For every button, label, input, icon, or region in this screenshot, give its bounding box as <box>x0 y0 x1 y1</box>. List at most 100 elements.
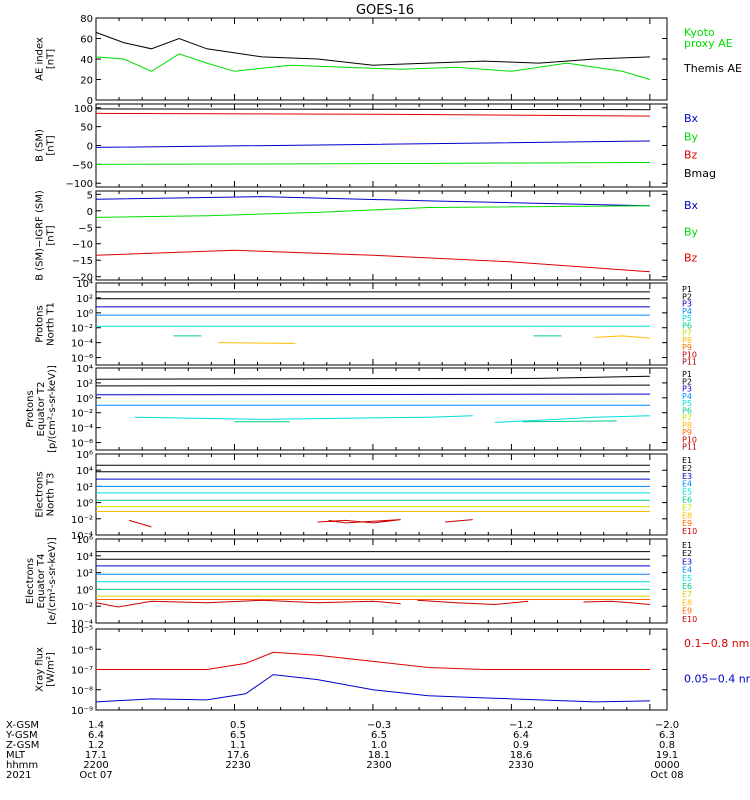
chart-title: GOES-16 <box>356 3 414 18</box>
series-line-p5 <box>134 415 473 420</box>
legend-entry: P4 <box>682 392 692 401</box>
y-tick-label: 10⁰ <box>76 394 93 405</box>
legend-entry: E10 <box>682 615 697 624</box>
y-axis-label: North T3 <box>46 473 57 517</box>
y-axis-label: Electrons <box>25 558 36 604</box>
y-tick-label: 10⁴ <box>76 364 93 375</box>
y-axis-label: AE index <box>35 37 46 81</box>
x-row-label: 2021 <box>6 770 31 781</box>
x-tick-value: −1.2 <box>509 720 533 731</box>
y-axis-label: [e/(cm²-s-sr-keV)] <box>47 537 58 625</box>
legend-entry: 0.05−0.4 nm <box>684 673 750 686</box>
x-row-label: X-GSM <box>6 720 39 731</box>
legend-entry: P1 <box>682 285 692 294</box>
y-tick-label: 10⁻² <box>71 602 93 613</box>
x-tick-value: 6.5 <box>230 730 246 741</box>
y-tick-label: 0 <box>87 96 93 107</box>
y-tick-label: 10⁴ <box>76 279 93 290</box>
series-line-0-1-0-8-nm <box>96 651 650 670</box>
legend-entry: Bx <box>684 199 699 212</box>
panel-frame <box>95 538 668 624</box>
legend-entry: E6 <box>682 582 692 591</box>
series-line-bz <box>95 249 651 273</box>
legend-entry: P1 <box>682 370 692 379</box>
x-tick-value: 6.4 <box>88 730 104 741</box>
legend-entry: P10 <box>682 350 697 359</box>
y-tick-label: 10⁴ <box>76 552 93 563</box>
x-tick-value: 18.1 <box>368 750 390 761</box>
legend-entry: Bmag <box>684 167 716 180</box>
series-line-p1 <box>95 375 651 380</box>
panel-5: 10⁴ 10² 10⁰ 10⁻² 10⁻⁴ 10⁻⁶ Protons Equator T2 [p… <box>25 364 697 453</box>
legend-entry: E3 <box>682 472 692 481</box>
y-tick-label: 80 <box>80 14 93 25</box>
panel-frame <box>95 453 668 536</box>
y-axis-label: [p/(cm²-s-sr-keV)] <box>47 365 58 453</box>
legend-entry: P3 <box>682 385 692 394</box>
panel-7: 10⁶ 10⁴ 10² 10⁰ 10⁻² 10⁻⁴ Electrons Equator T4[… <box>25 535 697 630</box>
legend-entry: E5 <box>682 574 692 583</box>
y-tick-label: −5 <box>78 223 93 234</box>
legend-entry: E6 <box>682 496 692 505</box>
y-tick-label: 0 <box>87 207 93 218</box>
legend-entry: E3 <box>682 557 692 566</box>
x-tick-value: 1.0 <box>371 740 387 751</box>
y-axis-label: [W/m²] <box>46 652 57 687</box>
legend-entry: P11 <box>682 358 697 367</box>
series-line-e10a <box>129 519 152 528</box>
y-tick-label: 0 <box>87 142 93 153</box>
legend-entry: proxy AE <box>684 37 733 50</box>
panel-frame <box>95 190 668 281</box>
legend-entry: E4 <box>682 566 692 575</box>
series-line-bx <box>95 140 651 148</box>
y-tick-label: −15 <box>72 256 93 267</box>
y-axis-label: B (SM)−IGRF (SM) <box>35 190 46 281</box>
y-tick-label: −50 <box>72 160 93 171</box>
series-line-themis-ae <box>95 31 651 66</box>
x-row-label: hhmm <box>6 760 38 771</box>
legend-entry: E1 <box>682 541 692 550</box>
legend-entry: P9 <box>682 343 692 352</box>
series-line-p8b <box>594 335 651 339</box>
y-axis-label: [nT] <box>46 225 57 245</box>
x-tick-value: 2330 <box>508 760 533 771</box>
y-tick-label: 10⁻⁴ <box>71 339 93 350</box>
x-axis-labels: X-GSMY-GSMZ-GSMMLThhmm20211.46.41.217.12… <box>5 720 684 781</box>
y-tick-label: 10⁰ <box>76 585 93 596</box>
x-tick-value: 18.6 <box>510 750 532 761</box>
y-tick-label: 10⁻⁶ <box>71 354 93 365</box>
x-tick-value: 6.4 <box>513 730 529 741</box>
legend-entry: P10 <box>682 435 697 444</box>
y-axis-label: Xray flux <box>35 647 46 692</box>
y-tick-label: 10⁻⁶ <box>71 645 93 656</box>
y-tick-label: 10⁻⁹ <box>71 706 93 717</box>
legend-entry: E1 <box>682 456 692 465</box>
y-axis-label: Electrons <box>35 471 46 517</box>
legend-entry: P7 <box>682 329 692 338</box>
x-tick-value: 2200 <box>83 760 108 771</box>
panel-frame <box>95 17 668 101</box>
legend-entry: P6 <box>682 321 692 330</box>
legend-entry: E5 <box>682 488 692 497</box>
y-tick-label: 10⁻⁵ <box>71 625 93 636</box>
y-tick-label: 10⁻² <box>71 515 93 526</box>
series-line-bx <box>95 196 651 207</box>
y-tick-label: 10⁴ <box>76 466 93 477</box>
legend-entry: E8 <box>682 511 692 520</box>
legend-entry: P4 <box>682 307 692 316</box>
y-tick-label: 10⁶ <box>76 535 93 546</box>
y-tick-label: 10⁻⁴ <box>71 531 93 542</box>
legend-entry: E7 <box>682 503 692 512</box>
x-tick-value: 2230 <box>225 760 250 771</box>
series-line-e10c <box>444 519 473 523</box>
y-tick-label: 40 <box>80 55 93 66</box>
series-line-by <box>95 162 651 165</box>
x-tick-value: 1.1 <box>230 740 246 751</box>
legend-entry: 0.1−0.8 nm <box>684 637 749 650</box>
y-tick-label: 10² <box>76 482 93 493</box>
series-line-e10b <box>317 519 401 524</box>
legend-entry: Kyoto <box>684 26 715 39</box>
